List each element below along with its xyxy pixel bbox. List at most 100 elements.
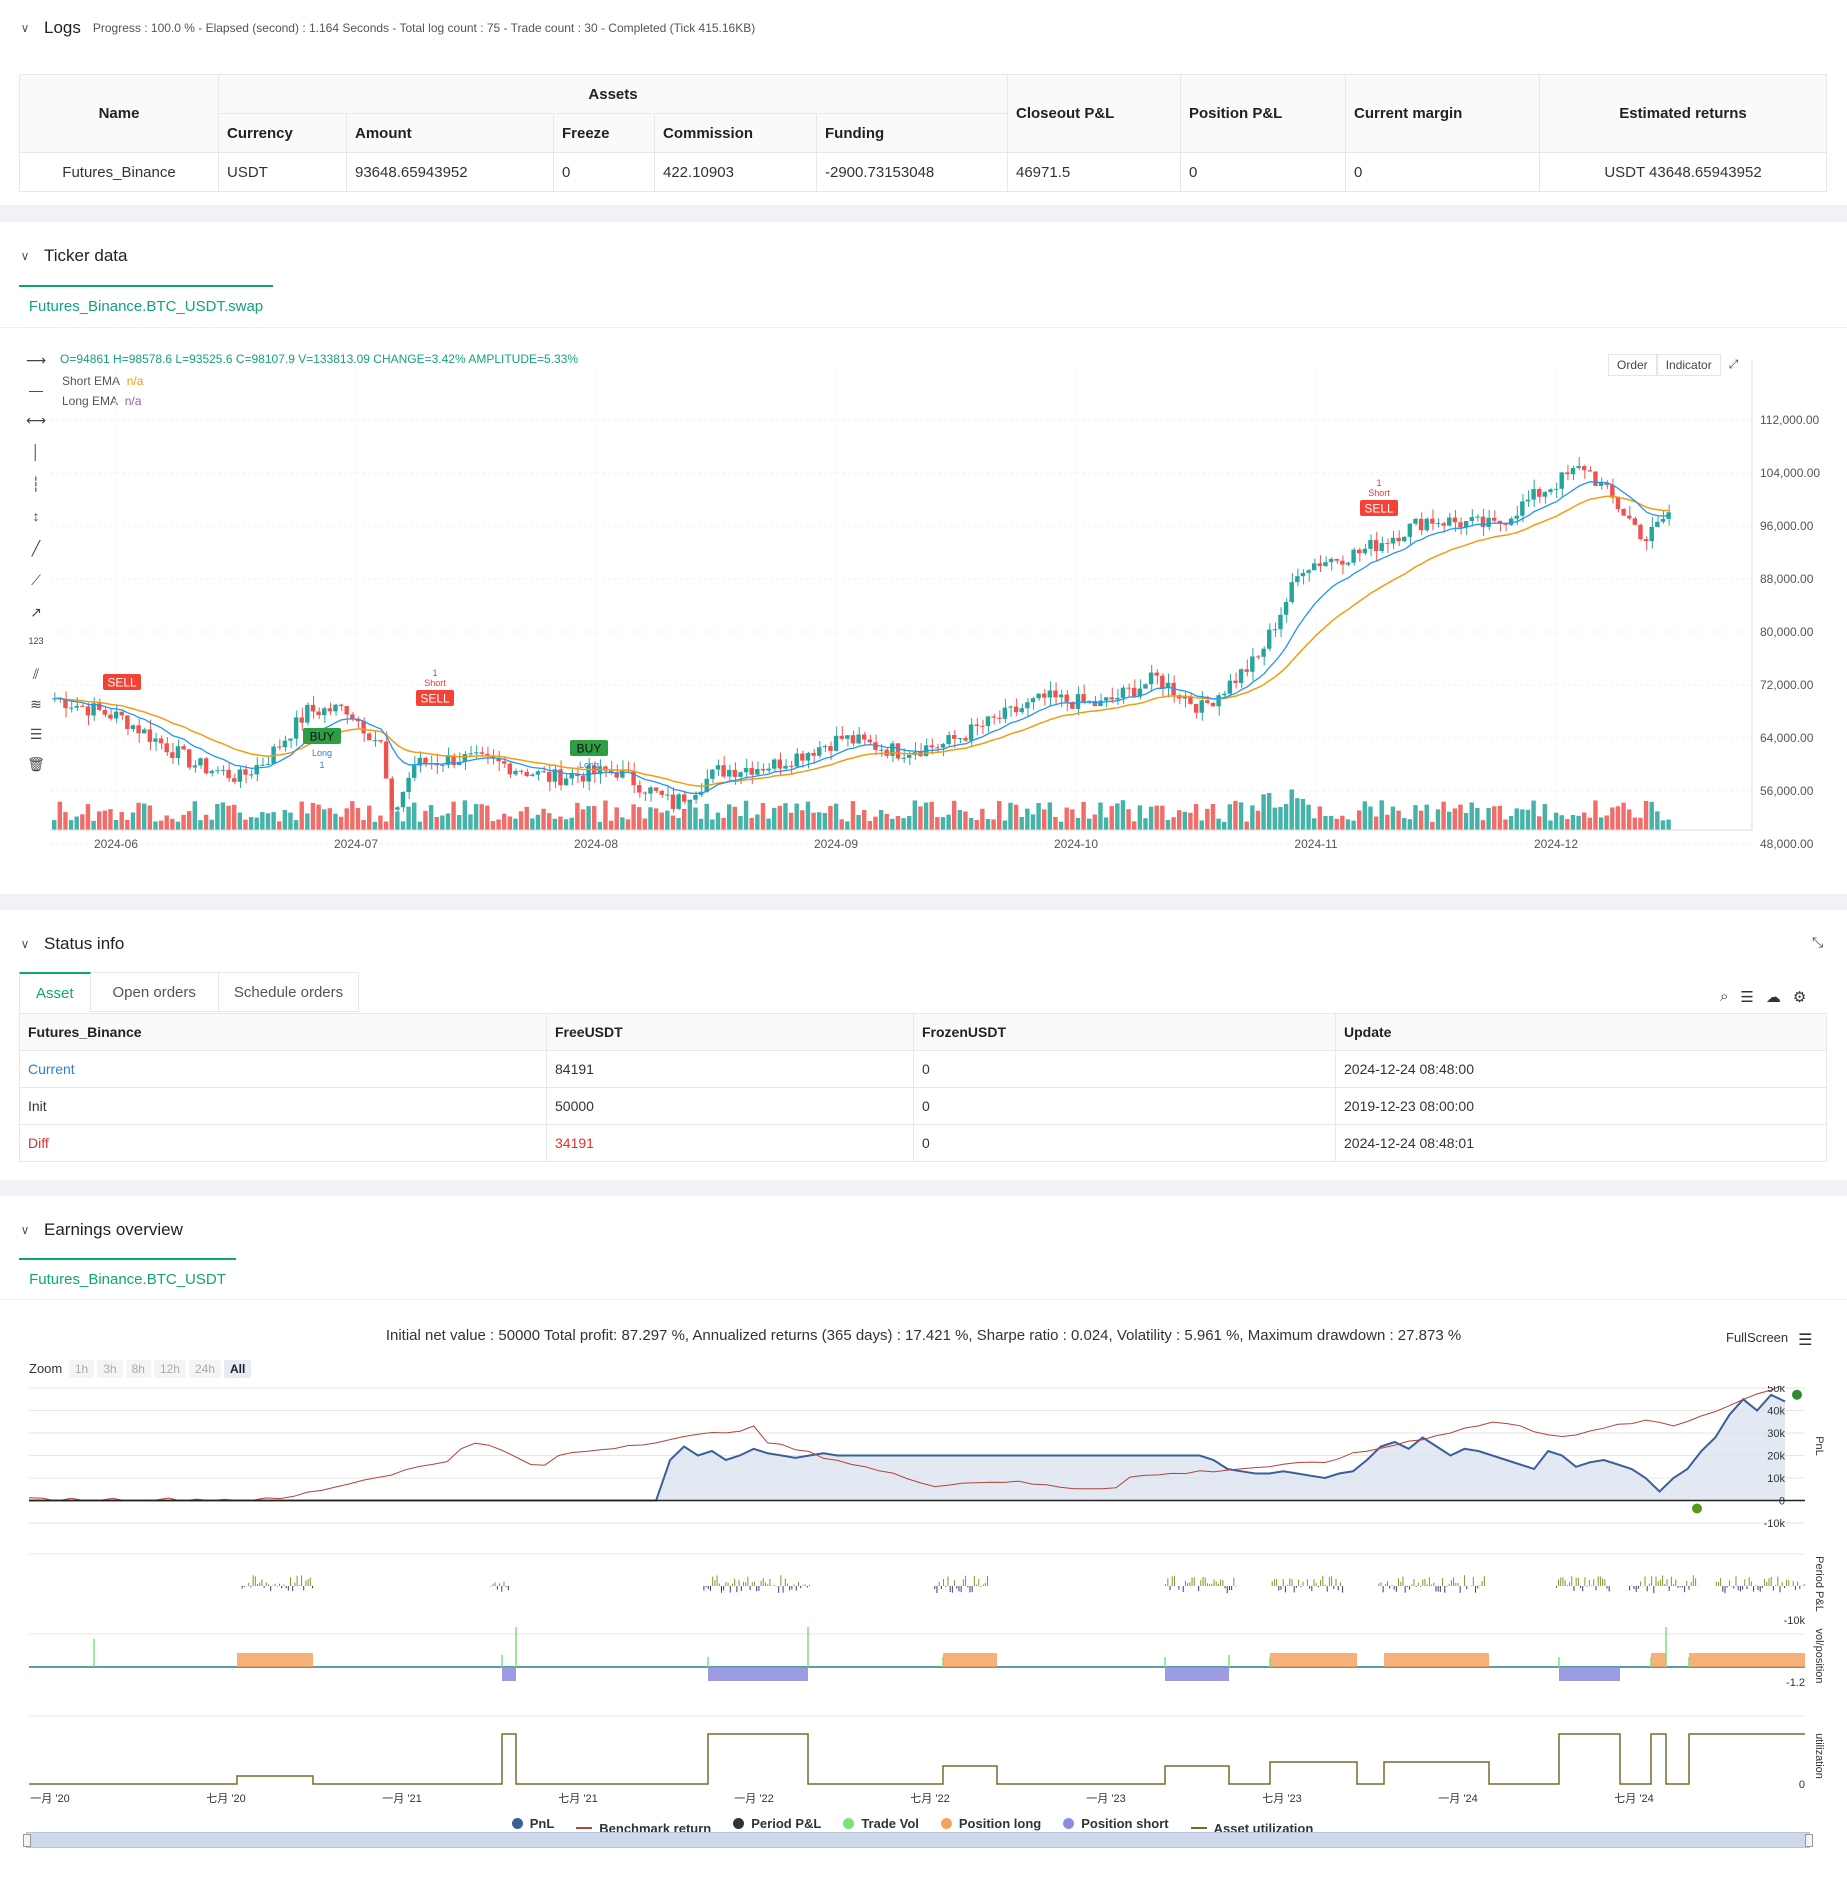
candle-body <box>845 735 850 739</box>
row-label-current[interactable]: Current <box>19 1050 547 1088</box>
vertical-segment-icon[interactable]: ┆ <box>31 476 41 492</box>
volume-bar <box>496 819 501 830</box>
order-button[interactable]: Order <box>1608 354 1657 376</box>
legend-item[interactable]: Asset utilization <box>1190 1821 1313 1836</box>
legend-item[interactable]: Position short <box>1063 1816 1169 1831</box>
vertical-line-icon[interactable]: │ <box>31 444 41 460</box>
candle-body <box>97 703 102 710</box>
volume-bar <box>344 808 349 830</box>
cloud-icon[interactable]: ☁ <box>1765 989 1781 1006</box>
zoom-12h[interactable]: 12h <box>153 1360 186 1378</box>
earnings-header[interactable]: ∨ Earnings overview <box>18 1220 183 1240</box>
logs-header[interactable]: ∨ Logs Progress : 100.0 % - Elapsed (sec… <box>18 18 756 38</box>
zoom-1h[interactable]: 1h <box>68 1360 95 1378</box>
expand-icon[interactable]: ⤢ <box>1728 357 1739 371</box>
zoom-3h[interactable]: 3h <box>97 1360 123 1378</box>
price-range-icon[interactable]: ↕ <box>32 508 40 524</box>
candle-body <box>1132 687 1137 697</box>
fullscreen-button[interactable]: FullScreen ☰ <box>1726 1330 1812 1350</box>
candle-body <box>1413 518 1418 524</box>
x-tick-label: 一月 '24 <box>1438 1793 1477 1805</box>
navigator-scrollbar[interactable] <box>23 1832 1813 1848</box>
fib-icon[interactable]: ≋ <box>30 696 42 712</box>
legend-item[interactable]: Period P&L <box>733 1816 821 1831</box>
ray-icon[interactable]: ⟷ <box>26 412 47 428</box>
price-tick-label: 48,000.00 <box>1760 837 1814 851</box>
candlestick-chart[interactable]: SELLBUYLong1SELLShort1BUYLong1SELLShort1… <box>0 340 1847 860</box>
tab-ticker-symbol[interactable]: Futures_Binance.BTC_USDT.swap <box>19 285 273 327</box>
zoom-8h[interactable]: 8h <box>125 1360 151 1378</box>
candle-body <box>974 724 979 726</box>
legend-item[interactable]: PnL <box>511 1816 554 1831</box>
tab-earnings-symbol[interactable]: Futures_Binance.BTC_USDT <box>19 1258 236 1300</box>
tab-asset[interactable]: Asset <box>19 972 91 1012</box>
volume-bar <box>423 810 428 830</box>
ticker-header[interactable]: ∨ Ticker data <box>18 246 128 266</box>
volume-bar <box>1244 821 1249 830</box>
candle-body <box>1368 540 1373 549</box>
candle-body <box>530 774 535 777</box>
chevron-down-icon[interactable]: ∨ <box>20 1223 30 1237</box>
volume-bar <box>1492 806 1497 830</box>
crosshair-icon[interactable]: ⟶ <box>26 352 47 368</box>
search-icon[interactable]: ⌕ <box>1720 988 1729 1005</box>
tab-open-orders[interactable]: Open orders <box>90 972 219 1012</box>
volume-bar <box>1053 816 1058 830</box>
volume-bar <box>1160 805 1165 830</box>
volume-bar <box>1334 818 1339 830</box>
zoom-24h[interactable]: 24h <box>188 1360 221 1378</box>
menu-icon[interactable]: ☰ <box>1798 1332 1813 1349</box>
chevron-down-icon[interactable]: ∨ <box>20 249 30 263</box>
arrow-line-icon[interactable]: ↗ <box>30 604 42 620</box>
volume-bar <box>1643 800 1649 830</box>
legend-item[interactable]: Benchmark return <box>576 1821 711 1836</box>
fib-fan-icon[interactable]: ☰ <box>29 726 43 742</box>
indicator-button[interactable]: Indicator <box>1656 354 1721 376</box>
chevron-down-icon[interactable]: ∨ <box>20 21 30 35</box>
volume-bar <box>1520 809 1525 830</box>
candle-body <box>181 746 186 750</box>
volume-bar <box>794 803 799 830</box>
candle-body <box>766 768 771 771</box>
candle-body <box>963 738 968 741</box>
zoom-all[interactable]: All <box>224 1360 252 1378</box>
parallel-channel-icon[interactable]: ⫽ <box>32 666 40 682</box>
candle-body <box>1649 527 1654 542</box>
pnl-tick-label: 40k <box>1767 1406 1785 1418</box>
candle-body <box>1272 629 1278 631</box>
horizontal-line-icon[interactable]: — <box>29 382 43 398</box>
cell-closeout: 46971.5 <box>1007 152 1181 192</box>
list-icon[interactable]: ☰ <box>1740 989 1754 1006</box>
volume-bar <box>710 819 715 830</box>
navigator-handle-right[interactable] <box>1805 1834 1813 1847</box>
legend-item[interactable]: Position long <box>940 1816 1041 1831</box>
legend-item[interactable]: Trade Vol <box>843 1816 919 1831</box>
pnl-tick-label: 0 <box>1779 1496 1785 1508</box>
collapse-icon[interactable]: ⤡ <box>1812 934 1824 950</box>
signal-label: BUY <box>577 742 602 756</box>
date-tick-label: 2024-08 <box>574 837 618 851</box>
logs-title: Logs <box>44 18 81 37</box>
extended-line-icon[interactable]: ⟋ <box>31 572 41 588</box>
gear-icon[interactable]: ⚙ <box>1792 989 1807 1006</box>
volume-bar <box>1025 808 1030 830</box>
status-header[interactable]: ∨ Status info <box>18 934 125 954</box>
col-frozen: FrozenUSDT <box>913 1013 1336 1051</box>
candle-body <box>412 765 417 778</box>
candle-body <box>1525 499 1531 502</box>
price-label-icon[interactable]: 123 <box>28 636 44 646</box>
candle-body <box>1233 680 1238 683</box>
legend-swatch-icon <box>511 1818 523 1829</box>
ema-legend: Short EMA n/a Long EMA n/a <box>62 371 143 411</box>
earnings-chart[interactable]: 50k 40k 30k 20k 10k 0 -10k -10k -1.2 0 PnL Period P… <box>0 1386 1847 1876</box>
candle-body <box>445 755 451 765</box>
candle-body <box>1508 518 1514 525</box>
candle-body <box>1627 515 1632 519</box>
navigator-handle-left[interactable] <box>23 1834 31 1847</box>
chevron-down-icon[interactable]: ∨ <box>20 937 30 951</box>
tab-schedule-orders[interactable]: Schedule orders <box>218 972 360 1012</box>
trend-line-icon[interactable]: ╱ <box>31 540 41 556</box>
candle-body <box>929 745 934 748</box>
volume-bar <box>592 806 597 830</box>
trash-icon[interactable]: 🗑 <box>27 756 45 772</box>
